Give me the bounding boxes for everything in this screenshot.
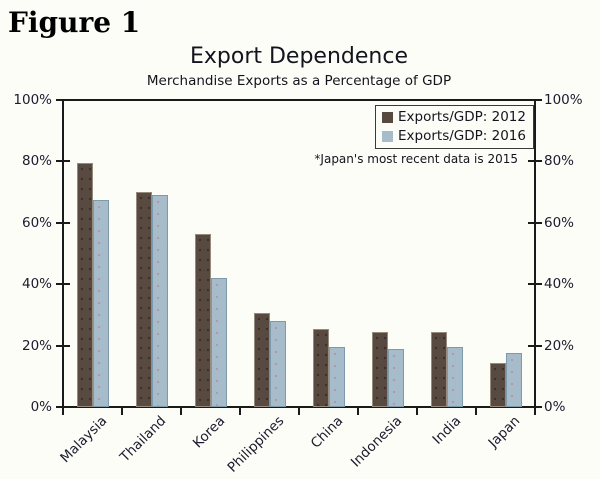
y-tick-label-right: 40% (544, 276, 575, 293)
legend-label: Exports/GDP: 2012 (398, 109, 526, 125)
bar-india-2012 (430, 331, 447, 407)
legend-item: Exports/GDP: 2016 (382, 128, 526, 144)
y-tick-right (528, 99, 542, 101)
y-axis-left (62, 99, 64, 408)
bar-thailand-2016 (151, 195, 168, 407)
y-tick-label-left: 80% (21, 153, 52, 170)
plot-area (63, 100, 535, 407)
y-tick-left (56, 99, 70, 101)
legend: Exports/GDP: 2012 Exports/GDP: 2016 (375, 105, 534, 149)
y-tick-label-right: 80% (544, 153, 575, 170)
bar-india-2016 (446, 347, 463, 407)
y-tick-label-right: 100% (544, 92, 583, 108)
bar-malaysia-2012 (76, 162, 93, 407)
chart-title: Export Dependence (189, 44, 408, 69)
y-axis-right (534, 99, 536, 408)
legend-item: Exports/GDP: 2012 (382, 109, 526, 125)
bar-malaysia-2016 (92, 199, 109, 407)
bar-japan-2012 (489, 362, 506, 407)
bar-china-2016 (328, 347, 345, 407)
bar-thailand-2012 (135, 192, 152, 407)
legend-label: Exports/GDP: 2016 (398, 128, 526, 144)
y-tick-left (56, 221, 70, 224)
bar-philippines-2012 (253, 313, 270, 407)
y-tick-left (56, 160, 70, 163)
bar-korea-2016 (210, 278, 227, 407)
figure-label: Figure 1 (8, 6, 141, 39)
bar-indonesia-2012 (371, 331, 388, 407)
y-tick-label-left: 60% (21, 214, 52, 231)
plot-top-border (62, 99, 536, 101)
chart-subtitle: Merchandise Exports as a Percentage of G… (146, 73, 452, 89)
x-tick (416, 406, 418, 415)
y-tick-left (56, 344, 70, 347)
x-tick (475, 406, 477, 415)
bar-korea-2012 (194, 233, 211, 407)
y-tick-label-left: 40% (21, 276, 52, 293)
legend-swatch-icon (382, 130, 393, 142)
x-tick (62, 406, 64, 415)
x-tick (180, 406, 182, 415)
chart-note: *Japan's most recent data is 2015 (314, 152, 518, 166)
x-tick (121, 406, 123, 415)
y-tick-right (528, 221, 542, 224)
y-tick-label-right: 20% (544, 337, 575, 354)
y-tick-label-left: 20% (21, 337, 52, 354)
y-tick-right (528, 160, 542, 163)
legend-swatch-icon (382, 111, 393, 123)
y-tick-label-right: 60% (544, 214, 575, 231)
y-tick-right (528, 283, 542, 286)
y-tick-left (56, 283, 70, 286)
bar-philippines-2016 (269, 321, 286, 407)
x-tick (357, 406, 359, 415)
bar-indonesia-2016 (387, 348, 404, 407)
x-tick (534, 406, 536, 415)
x-label-malaysia: Malaysia (56, 413, 110, 467)
y-tick-label-left: 100% (13, 92, 52, 108)
y-tick-label-right: 0% (544, 399, 566, 415)
y-tick-right (528, 344, 542, 347)
bar-japan-2016 (505, 353, 522, 407)
y-tick-label-left: 0% (30, 399, 52, 415)
x-tick (298, 406, 300, 415)
bar-china-2012 (312, 328, 329, 407)
x-tick (239, 406, 241, 415)
